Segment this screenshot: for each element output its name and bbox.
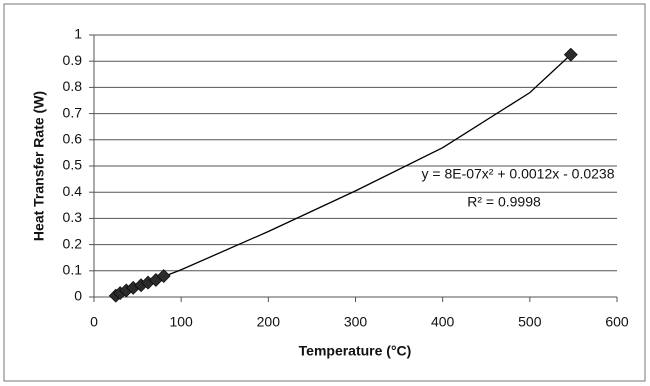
r-squared: R² = 0.9998 (467, 194, 541, 210)
x-tick-label: 500 (518, 314, 542, 330)
y-tick-label: 0.6 (63, 131, 83, 147)
x-tick-label: 400 (431, 314, 455, 330)
x-tick-label: 200 (257, 314, 281, 330)
x-tick-label: 600 (605, 314, 629, 330)
y-tick-label: 0.7 (63, 104, 83, 120)
x-tick-label: 300 (344, 314, 368, 330)
x-tick-label: 0 (90, 314, 98, 330)
data-point (563, 47, 578, 62)
y-tick-label: 0.2 (63, 235, 83, 251)
data-point (156, 269, 171, 283)
y-tick-label: 0.8 (63, 78, 83, 94)
y-tick-label: 0 (74, 288, 82, 304)
y-tick-label: 0.9 (63, 52, 83, 68)
trendline (115, 54, 572, 296)
y-tick-label: 1 (74, 26, 82, 42)
y-axis-label: Heat Transfer Rate (W) (31, 91, 47, 241)
x-axis-label: Temperature (°C) (299, 343, 412, 359)
y-tick-label: 0.1 (63, 262, 83, 278)
x-tick-label: 100 (169, 314, 193, 330)
y-tick-label: 0.4 (63, 183, 83, 199)
y-tick-label: 0.3 (63, 209, 83, 225)
trend-equation: y = 8E-07x² + 0.0012x - 0.0238 (421, 166, 614, 182)
y-tick-label: 0.5 (63, 157, 83, 173)
